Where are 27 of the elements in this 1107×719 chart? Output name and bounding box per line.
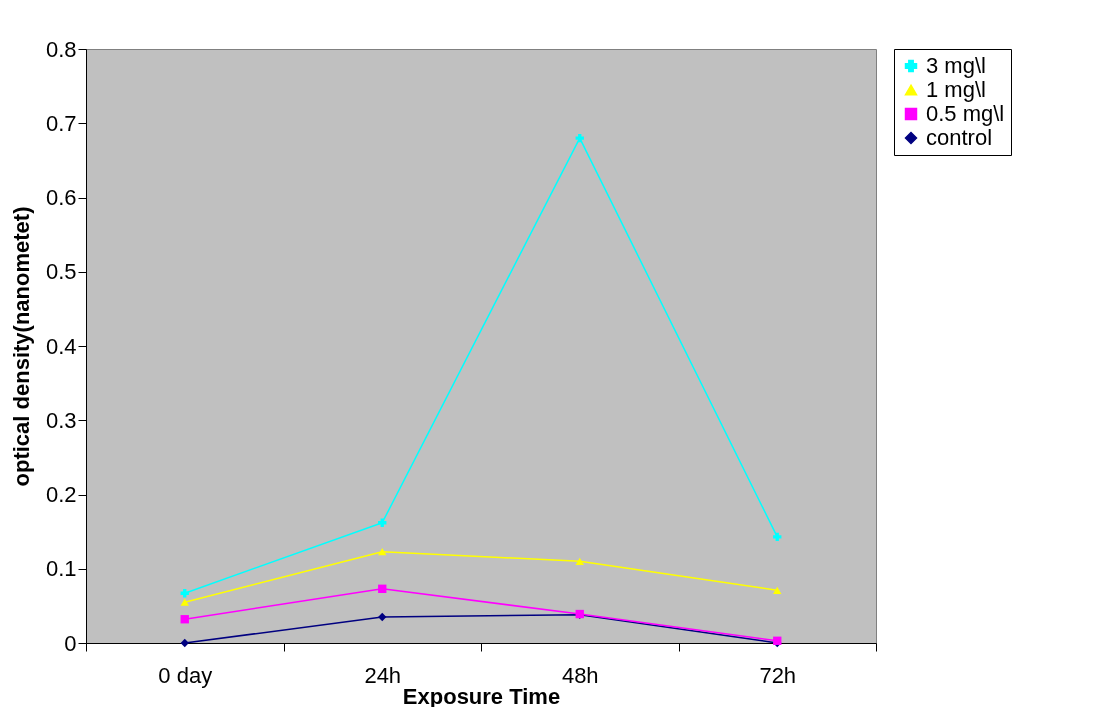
- y-tick-label: 0: [64, 630, 77, 656]
- point: [575, 133, 584, 143]
- legend-label: control: [926, 125, 993, 150]
- point: [378, 584, 387, 593]
- point: [773, 586, 782, 594]
- y-tick-label: 0.8: [45, 36, 77, 62]
- point: [180, 598, 189, 606]
- y-tick-label: 0.2: [45, 482, 77, 507]
- point: [378, 548, 387, 556]
- y-tick-label: 0.1: [45, 556, 77, 582]
- y-tick-label: 0.3: [45, 407, 77, 433]
- y-tick-label: 0.7: [45, 110, 77, 136]
- x-tick-label: 0 day: [158, 662, 213, 688]
- legend-label: 1 mg\l: [926, 77, 986, 102]
- legend-label: 3 mg\l: [926, 53, 986, 78]
- point: [180, 638, 189, 648]
- y-tick-label: 0.6: [45, 185, 77, 210]
- x-tick-label: 72h: [759, 662, 797, 688]
- y-tick-label: 0.5: [45, 259, 77, 285]
- y-axis-title: optical density(nanometet): [8, 206, 34, 487]
- x-tick-label: 48h: [561, 662, 599, 688]
- point: [575, 557, 584, 565]
- y-tick-label: 0.4: [45, 333, 77, 359]
- legend-label: 0.5 mg\l: [926, 101, 1005, 126]
- x-tick-label: 24h: [364, 662, 402, 688]
- point: [378, 612, 387, 622]
- point: [180, 615, 189, 624]
